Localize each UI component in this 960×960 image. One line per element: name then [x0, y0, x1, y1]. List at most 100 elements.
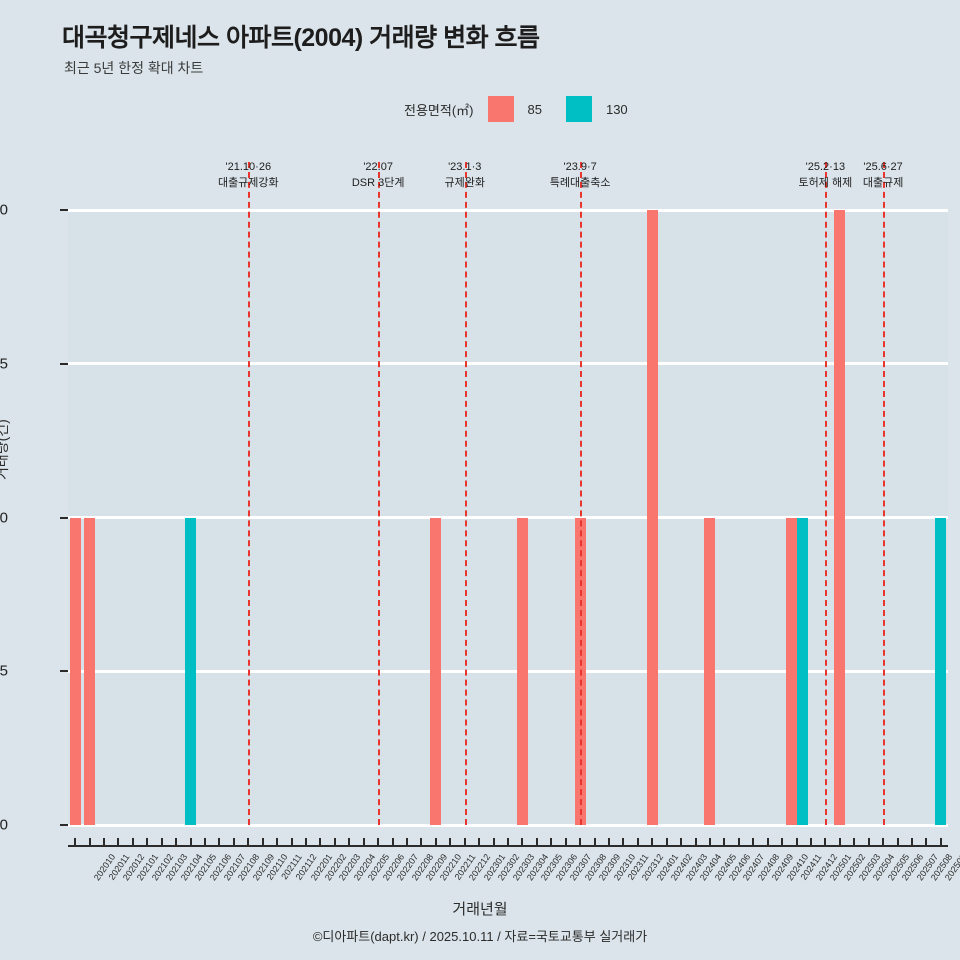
annotation-line-202110 [248, 162, 251, 825]
annotation-line-202506 [883, 162, 886, 825]
x-tick-mark [420, 838, 423, 847]
x-tick-mark [103, 838, 106, 847]
legend-swatch-130 [565, 96, 592, 122]
x-tick-mark [290, 838, 293, 847]
x-tick-mark [651, 838, 654, 847]
chart-subtitle: 최근 5년 한정 확대 차트 [64, 60, 204, 76]
gridline [68, 208, 948, 212]
x-tick-mark [333, 838, 336, 847]
bar-202305-85[interactable] [516, 517, 528, 825]
x-tick-mark [896, 838, 899, 847]
x-tick-mark [737, 838, 740, 847]
y-tick-label: 2.0 [0, 201, 8, 219]
x-tick-mark [131, 838, 134, 847]
x-tick-mark [795, 838, 798, 847]
y-axis-label: 거래량(건) [0, 419, 10, 480]
x-axis-label: 거래년월 [452, 901, 508, 918]
y-tick-mark [60, 516, 68, 519]
bar-202503-85[interactable] [834, 210, 846, 825]
x-tick-mark [694, 838, 697, 847]
annotation-date: '23.1·3 [448, 161, 482, 173]
x-tick-mark [636, 838, 639, 847]
x-tick-mark [276, 838, 279, 847]
annotation-202207: '22.07 DSR 3단계 [352, 160, 405, 192]
y-tick-label: 0.0 [0, 816, 8, 834]
legend-item-130[interactable]: 130 [565, 96, 628, 122]
x-tick-mark [607, 838, 610, 847]
bar-202510-130[interactable] [935, 517, 947, 825]
x-tick-mark [305, 838, 308, 847]
legend-label-130: 130 [605, 101, 628, 117]
x-tick-mark [492, 838, 495, 847]
x-tick-mark [535, 838, 538, 847]
annotation-date: '21.10·26 [225, 161, 272, 173]
x-tick-mark [781, 838, 784, 847]
x-tick-mark [449, 838, 452, 847]
plot-area [68, 162, 948, 827]
x-tick-mark [391, 838, 394, 847]
x-tick-mark [232, 838, 235, 847]
annotation-text: 대출규제강화 [217, 176, 279, 189]
annotation-text: 규제완화 [444, 176, 485, 189]
x-tick-mark [175, 838, 178, 847]
bar-202406-85[interactable] [704, 517, 716, 825]
gridline [68, 823, 948, 827]
x-tick-mark [146, 838, 149, 847]
bar-202010-85[interactable] [69, 517, 81, 825]
x-tick-mark [88, 838, 91, 847]
legend-label-85: 85 [527, 101, 542, 117]
annotation-line-202301 [464, 162, 467, 825]
gridline [68, 516, 948, 519]
bar-202402-85[interactable] [646, 210, 658, 825]
x-tick-mark [723, 838, 726, 847]
annotation-202506: '25.6·27 대출규제 [863, 160, 903, 192]
bar-202412-130[interactable] [796, 517, 808, 825]
bar-202011-85[interactable] [84, 517, 96, 825]
x-tick-mark [622, 838, 625, 847]
y-tick-mark [60, 362, 68, 365]
x-tick-mark [925, 838, 928, 847]
x-tick-mark [680, 838, 683, 847]
x-tick-mark [348, 838, 351, 847]
x-tick-mark [189, 838, 192, 847]
x-tick-mark [434, 838, 437, 847]
x-tick-mark [867, 838, 870, 847]
x-tick-mark [160, 838, 163, 847]
annotation-202110: '21.10·26 대출규제강화 [218, 160, 279, 192]
x-tick-mark [939, 838, 942, 847]
bar-202106-130[interactable] [185, 517, 197, 825]
x-tick-mark [708, 838, 711, 847]
x-tick-mark [550, 838, 553, 847]
y-tick-label: 0.5 [0, 662, 8, 680]
annotation-202301: '23.1·3 규제완화 [444, 160, 484, 192]
x-tick-mark [564, 838, 567, 847]
y-tick-label: 1.5 [0, 355, 8, 373]
x-tick-mark [261, 838, 264, 847]
annotation-line-202207 [378, 162, 381, 825]
legend: 전용면적(㎡) 85 130 [404, 96, 628, 122]
x-tick-mark [319, 838, 322, 847]
legend-title: 전용면적(㎡) [404, 102, 474, 118]
x-tick-mark [463, 838, 466, 847]
annotation-text: DSR 3단계 [351, 176, 405, 189]
x-tick-mark [362, 838, 365, 847]
x-tick-mark [809, 838, 812, 847]
x-tick-mark [579, 838, 582, 847]
x-tick-mark [882, 838, 885, 847]
x-tick-mark [478, 838, 481, 847]
legend-swatch-85 [487, 96, 514, 122]
bar-202211-85[interactable] [430, 517, 442, 825]
bar-202412-85[interactable] [785, 517, 797, 825]
annotation-line-202502 [825, 162, 828, 825]
annotation-date: '25.6·27 [863, 161, 903, 173]
chart-title: 대곡청구제네스 아파트(2004) 거래량 변화 흐름 [62, 24, 540, 52]
legend-item-85[interactable]: 85 [487, 96, 566, 122]
x-tick-mark [218, 838, 221, 847]
x-tick-mark [593, 838, 596, 847]
x-tick-mark [406, 838, 409, 847]
x-tick-mark [521, 838, 524, 847]
annotation-text: 특례대출축소 [549, 176, 611, 189]
annotation-line-202309 [580, 162, 583, 825]
gridline [68, 669, 948, 673]
